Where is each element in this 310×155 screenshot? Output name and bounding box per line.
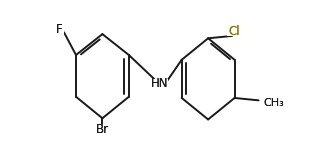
Bar — [152, 79, 169, 88]
Bar — [227, 26, 242, 36]
Text: Br: Br — [96, 123, 109, 136]
Text: Cl: Cl — [229, 25, 240, 38]
Text: HN: HN — [151, 77, 169, 90]
Text: F: F — [56, 23, 63, 36]
Bar — [54, 25, 64, 35]
Text: CH₃: CH₃ — [264, 98, 284, 108]
Text: CH₃: CH₃ — [264, 98, 284, 108]
Bar — [95, 125, 110, 134]
Bar — [261, 98, 290, 110]
Text: Cl: Cl — [229, 25, 240, 38]
Text: HN: HN — [151, 77, 169, 90]
Text: Br: Br — [96, 123, 109, 136]
Text: F: F — [56, 23, 63, 36]
